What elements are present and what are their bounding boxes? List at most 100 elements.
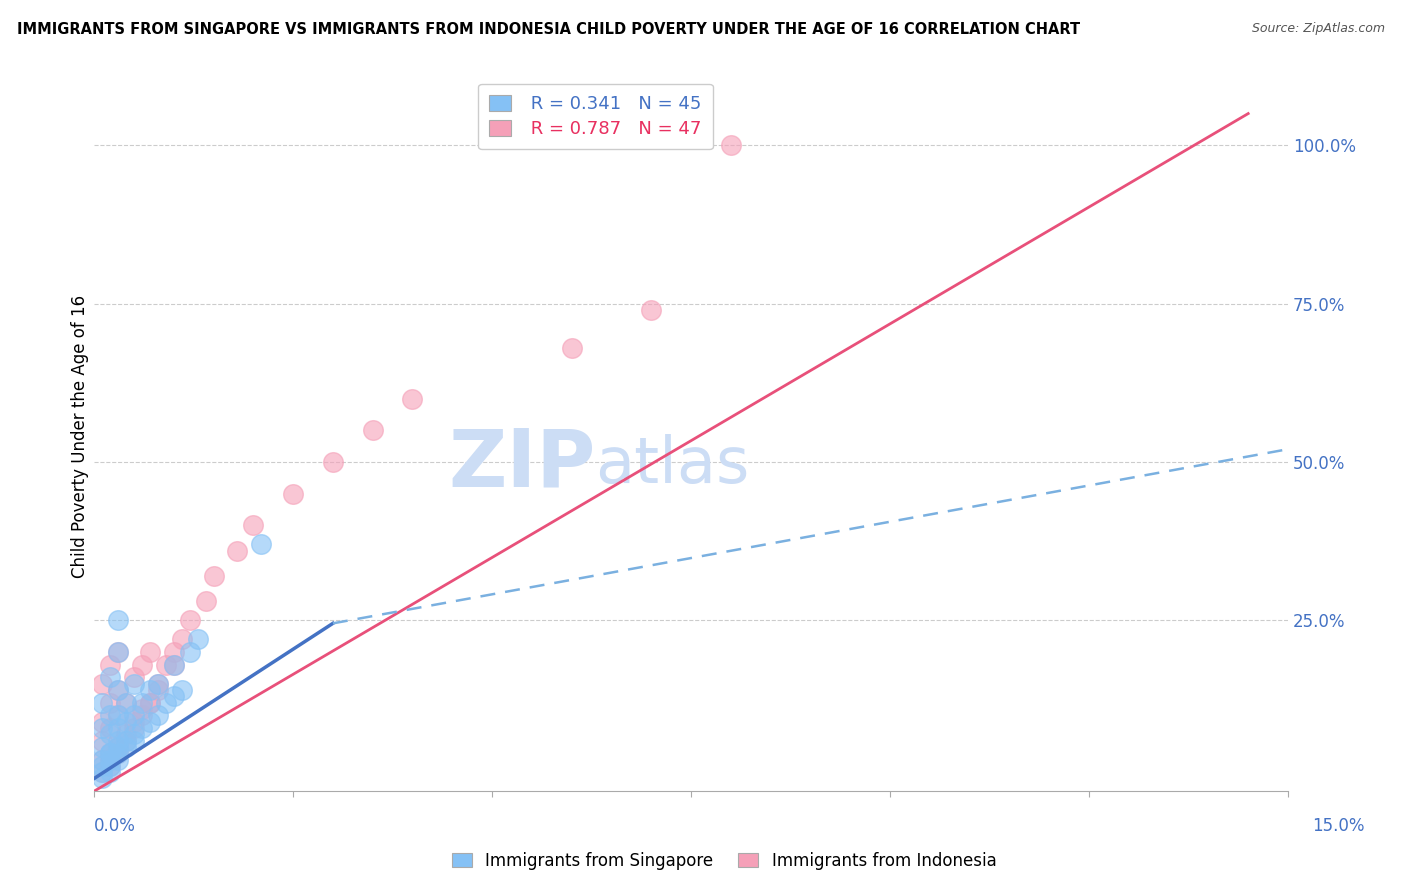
Legend: Immigrants from Singapore, Immigrants from Indonesia: Immigrants from Singapore, Immigrants fr… [446, 846, 1002, 877]
Point [155, 696, 177, 710]
Point [146, 682, 169, 697]
Point [146, 708, 169, 723]
Point [98, 727, 121, 741]
Point [139, 696, 162, 710]
Point [155, 657, 177, 672]
Point [98, 752, 121, 766]
Point [91, 752, 114, 766]
Point [401, 392, 423, 406]
Point [163, 645, 186, 659]
Point [91, 765, 114, 780]
Point [98, 721, 121, 735]
Point [107, 739, 129, 754]
Point [139, 645, 162, 659]
Point [115, 727, 138, 741]
Point [187, 632, 209, 647]
Point [98, 670, 121, 684]
Point [163, 657, 186, 672]
Point [107, 682, 129, 697]
Text: atlas: atlas [596, 434, 749, 496]
Point [115, 714, 138, 729]
Point [163, 689, 186, 703]
Point [98, 746, 121, 760]
Point [322, 455, 344, 469]
Point [107, 739, 129, 754]
Point [640, 302, 662, 317]
Point [131, 708, 153, 723]
Point [131, 721, 153, 735]
Point [91, 759, 114, 773]
Legend:  R = 0.341   N = 45,  R = 0.787   N = 47: R = 0.341 N = 45, R = 0.787 N = 47 [478, 84, 713, 149]
Point [107, 708, 129, 723]
Point [107, 645, 129, 659]
Text: ZIP: ZIP [449, 425, 596, 504]
Point [131, 696, 153, 710]
Point [107, 645, 129, 659]
Point [98, 752, 121, 766]
Point [115, 696, 138, 710]
Point [170, 682, 193, 697]
Point [361, 423, 384, 437]
Point [98, 708, 121, 723]
Point [107, 682, 129, 697]
Point [107, 746, 129, 760]
Text: Source: ZipAtlas.com: Source: ZipAtlas.com [1251, 22, 1385, 36]
Point [139, 714, 162, 729]
Point [122, 670, 145, 684]
Point [250, 537, 273, 551]
Point [131, 657, 153, 672]
Point [98, 759, 121, 773]
Point [107, 708, 129, 723]
Point [115, 733, 138, 747]
Point [202, 569, 225, 583]
Point [146, 676, 169, 690]
Point [115, 696, 138, 710]
Point [98, 657, 121, 672]
Point [107, 721, 129, 735]
Y-axis label: Child Poverty Under the Age of 16: Child Poverty Under the Age of 16 [72, 295, 89, 578]
Point [170, 632, 193, 647]
Point [107, 733, 129, 747]
Point [139, 696, 162, 710]
Point [91, 739, 114, 754]
Point [122, 676, 145, 690]
Point [242, 518, 264, 533]
Point [98, 746, 121, 760]
Point [139, 682, 162, 697]
Point [122, 733, 145, 747]
Point [98, 746, 121, 760]
Point [107, 752, 129, 766]
Point [146, 676, 169, 690]
Text: 0.0%: 0.0% [94, 817, 136, 835]
Point [122, 721, 145, 735]
Point [122, 727, 145, 741]
Point [115, 733, 138, 747]
Text: IMMIGRANTS FROM SINGAPORE VS IMMIGRANTS FROM INDONESIA CHILD POVERTY UNDER THE A: IMMIGRANTS FROM SINGAPORE VS IMMIGRANTS … [17, 22, 1080, 37]
Point [91, 733, 114, 747]
Point [107, 746, 129, 760]
Point [226, 543, 249, 558]
Point [122, 714, 145, 729]
Text: 15.0%: 15.0% [1312, 817, 1365, 835]
Point [720, 138, 742, 153]
Point [194, 594, 217, 608]
Point [107, 613, 129, 627]
Point [98, 696, 121, 710]
Point [91, 676, 114, 690]
Point [122, 708, 145, 723]
Point [98, 765, 121, 780]
Point [98, 759, 121, 773]
Point [131, 702, 153, 716]
Point [107, 739, 129, 754]
Point [281, 486, 304, 500]
Point [179, 613, 201, 627]
Point [91, 765, 114, 780]
Point [91, 752, 114, 766]
Point [561, 341, 583, 355]
Point [179, 645, 201, 659]
Point [91, 721, 114, 735]
Point [163, 657, 186, 672]
Point [91, 772, 114, 786]
Point [91, 714, 114, 729]
Point [91, 696, 114, 710]
